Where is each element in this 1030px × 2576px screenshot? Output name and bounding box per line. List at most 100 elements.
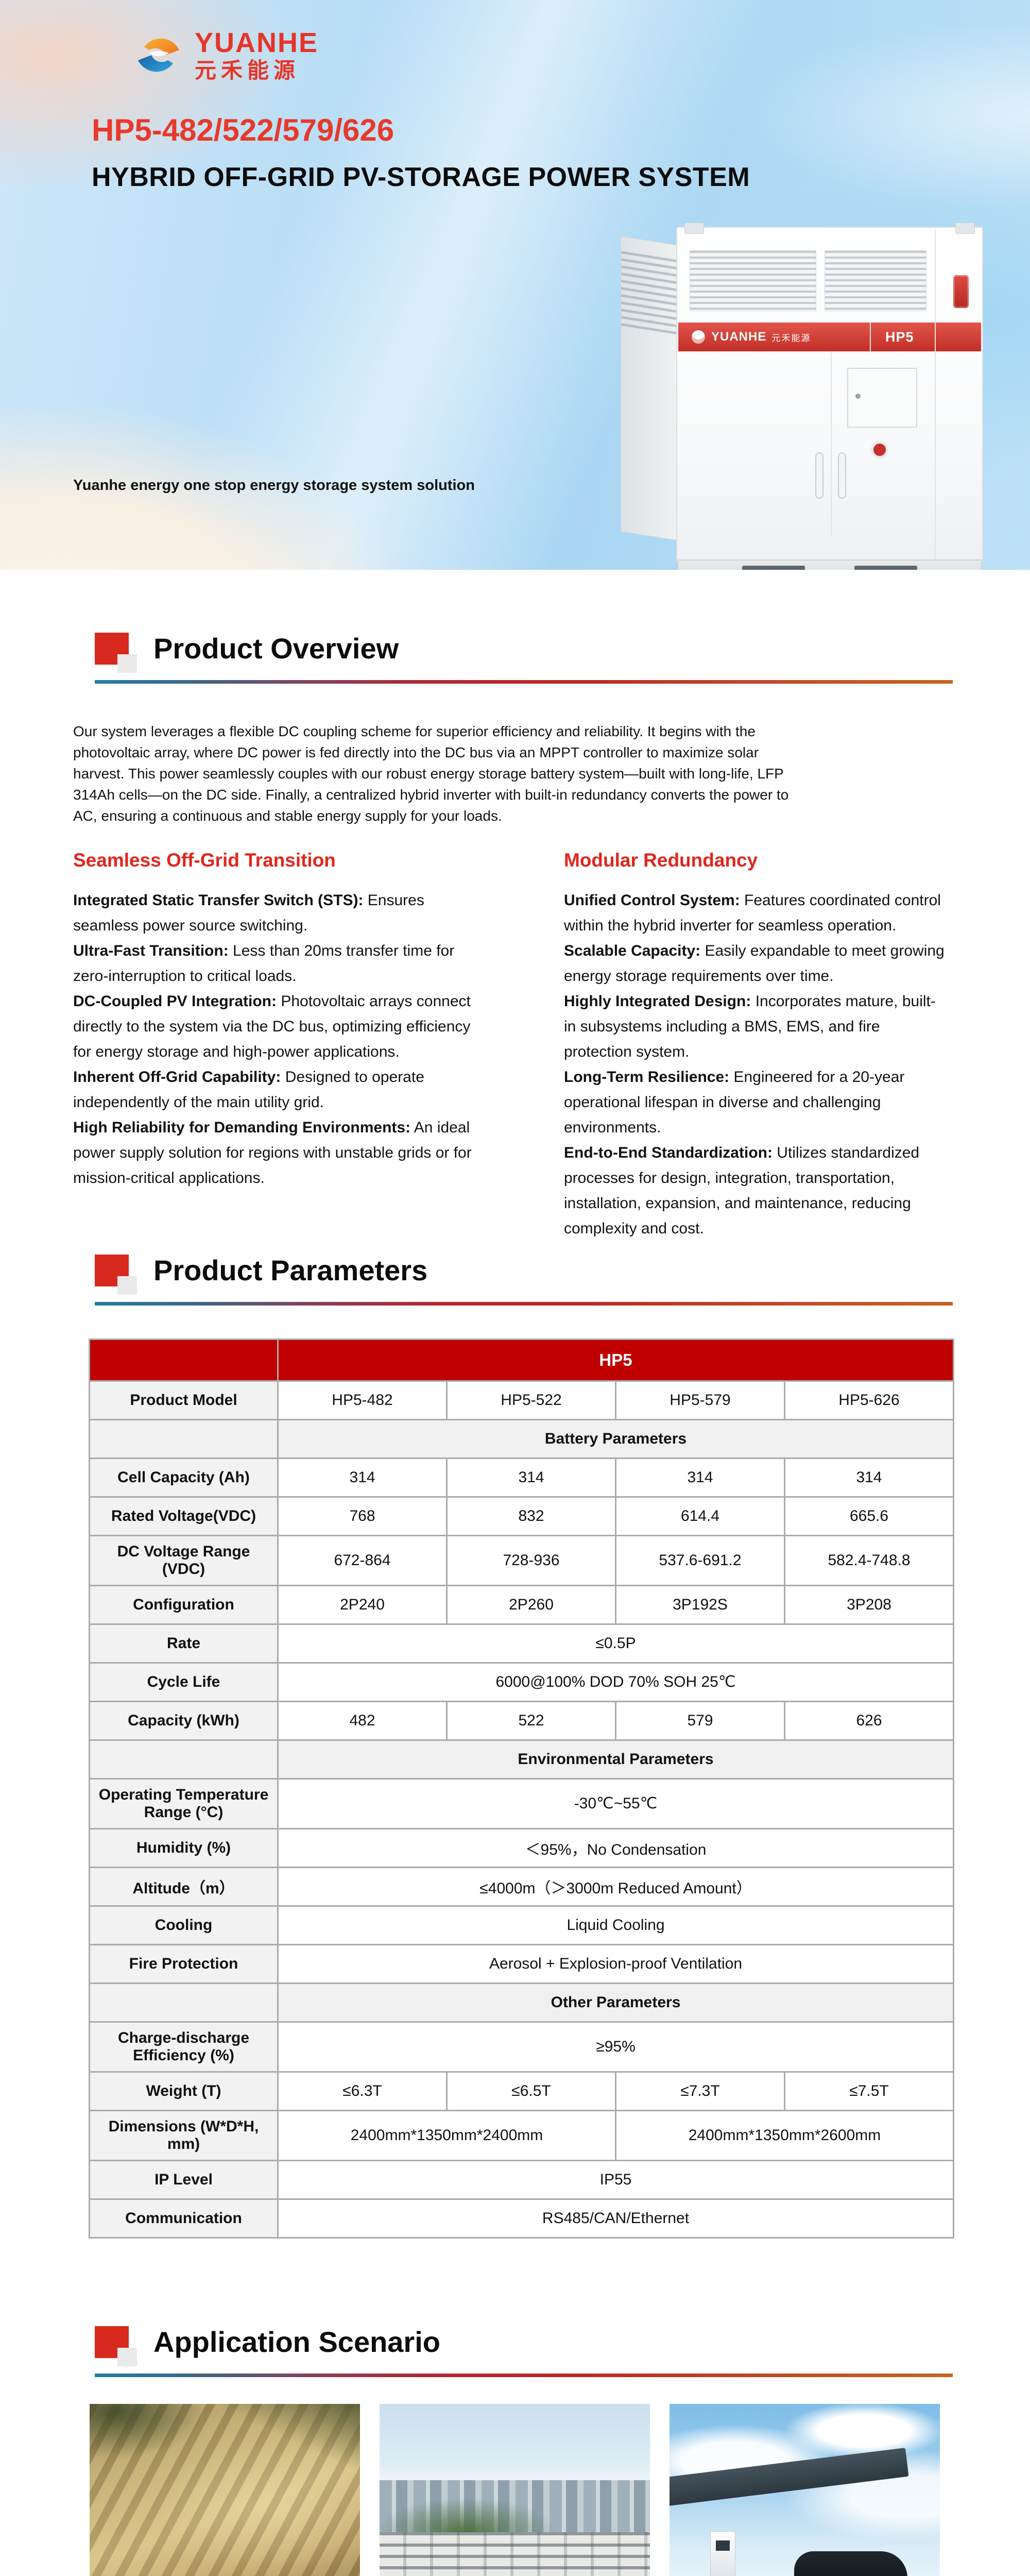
parameters-table: HP5 Product Model HP5-482 HP5-522 HP5-57… <box>89 1338 955 2239</box>
param-value-cell: 582.4-748.8 <box>783 1534 955 1586</box>
feature-text: Photovoltaic arrays connect directly to … <box>73 992 471 1060</box>
feature-item: Long-Term Resilience: Engineered for a 2… <box>564 1064 946 1140</box>
param-span-cell: -30℃~55℃ <box>277 1777 955 1829</box>
param-span-cell: IP55 <box>277 2159 955 2200</box>
param-span-cell: ≤4000m（＞3000m Reduced Amount） <box>277 1866 955 1907</box>
param-value-cell: HP5-626 <box>783 1380 955 1420</box>
cabinet-brand-band: YUANHE 元禾能源 HP5 <box>678 323 981 351</box>
param-value-cell: 314 <box>277 1457 448 1498</box>
table-row: Rated Voltage(VDC) 768 832 614.4 665.6 <box>89 1496 955 1536</box>
table-row: Cooling Liquid Cooling <box>89 1905 955 1945</box>
product-title: HYBRID OFF-GRID PV-STORAGE POWER SYSTEM <box>92 162 750 192</box>
feature-label: Integrated Static Transfer Switch (STS): <box>73 891 364 909</box>
table-row: Altitude（m） ≤4000m（＞3000m Reduced Amount… <box>89 1866 955 1907</box>
table-group-header: HP5 <box>277 1338 955 1382</box>
table-row: Charge-discharge Efficiency (%) ≥95% <box>89 2021 955 2073</box>
table-row: Cycle Life 6000@100% DOD 70% SOH 25℃ <box>89 1662 955 1702</box>
scenario-card: Mines <box>90 2403 360 2576</box>
param-value-cell: 672-864 <box>277 1534 448 1586</box>
mines-image <box>90 2403 360 2576</box>
param-label-cell: Capacity (kWh) <box>89 1700 279 1741</box>
param-value-cell: 3P208 <box>783 1584 955 1625</box>
param-span-cell: ≤0.5P <box>277 1623 955 1664</box>
table-row: Dimensions (W*D*H, mm) 2400mm*1350mm*240… <box>89 2109 955 2161</box>
section-flag-icon <box>95 633 137 673</box>
feature-label: Unified Control System: <box>564 891 740 909</box>
param-span-cell: ≥95% <box>277 2021 955 2073</box>
param-value-cell: ≤6.5T <box>446 2071 616 2111</box>
param-value-cell: 2P240 <box>277 1584 448 1625</box>
param-value-cell: HP5-522 <box>446 1380 616 1420</box>
parameters-heading: Product Parameters <box>153 1253 428 1286</box>
feature-text: Engineered for a 20-year operational lif… <box>564 1068 905 1136</box>
feature-text: An ideal power supply solution for regio… <box>73 1118 472 1187</box>
cabinet-logo-dot <box>692 330 705 344</box>
yuanhe-logo: YUANHE 元禾能源 <box>133 29 318 81</box>
feature-item: Highly Integrated Design: Incorporates m… <box>564 989 946 1064</box>
param-value-cell: 614.4 <box>615 1496 785 1536</box>
param-label-cell: Fire Protection <box>89 1943 279 1984</box>
param-value-cell: 314 <box>615 1457 785 1498</box>
param-section-cell: Other Parameters <box>277 1982 955 2023</box>
product-parameters-section: Product Parameters HP5 Product Model HP5… <box>0 1253 1030 2239</box>
scenario-card: Construction <box>380 2403 650 2576</box>
logo-brand-cn: 元禾能源 <box>195 58 300 82</box>
param-value-cell: 2400mm*1350mm*2400mm <box>277 2109 616 2161</box>
overview-columns: Seamless Off-Grid Transition Integrated … <box>73 850 1030 1241</box>
feature-text: Easily expandable to meet growing energy… <box>564 942 945 985</box>
param-value-cell: 522 <box>446 1700 616 1741</box>
hero-banner: YUANHE 元禾能源 HP5-482/522/579/626 HYBRID O… <box>0 0 1030 570</box>
red-latch-handle <box>953 275 969 308</box>
param-value-cell: 626 <box>783 1700 955 1741</box>
cabinet-brand-en: YUANHE <box>711 330 767 344</box>
feature-text: Incorporates mature, built-in subsystems… <box>564 992 936 1060</box>
feature-text: Utilizes standardized processes for desi… <box>564 1144 920 1237</box>
section-flag-icon <box>95 2326 137 2366</box>
access-panel <box>847 368 917 428</box>
feature-item: Inherent Off-Grid Capability: Designed t… <box>73 1064 485 1115</box>
param-value-cell: 728-936 <box>446 1534 616 1586</box>
table-row: Capacity (kWh) 482 522 579 626 <box>89 1700 955 1741</box>
param-span-cell: Aerosol + Explosion-proof Ventilation <box>277 1943 955 1984</box>
overview-paragraph: Our system leverages a flexible DC coupl… <box>73 723 789 824</box>
column-heading: Seamless Off-Grid Transition <box>73 850 336 871</box>
param-label-cell: Altitude（m） <box>89 1866 279 1907</box>
door-handle <box>838 452 846 499</box>
gradient-rule <box>95 1301 953 1306</box>
model-title: HP5-482/522/579/626 <box>92 113 394 147</box>
table-row: Communication RS485/CAN/Ethernet <box>89 2198 955 2239</box>
product-overview-section: Product Overview Our system leverages a … <box>0 633 1030 1241</box>
column-seam <box>935 229 936 561</box>
param-value-cell: HP5-482 <box>277 1380 448 1420</box>
table-row: DC Voltage Range (VDC) 672-864 728-936 5… <box>89 1534 955 1586</box>
table-row: Operating Temperature Range (°C) -30℃~55… <box>89 1777 955 1829</box>
door-handle <box>815 452 823 499</box>
column-modular-redundancy: Modular Redundancy Unified Control Syste… <box>564 850 946 1241</box>
param-value-cell: ≤6.3T <box>277 2071 448 2111</box>
table-row: Humidity (%) ＜95%，No Condensation <box>89 1827 955 1868</box>
scenario-heading-row: Application Scenario <box>95 2325 1030 2366</box>
forklift-pocket <box>742 566 805 570</box>
feature-item: DC-Coupled PV Integration: Photovoltaic … <box>73 989 485 1064</box>
emergency-button <box>871 441 888 459</box>
param-label-cell: Rated Voltage(VDC) <box>89 1496 279 1536</box>
product-image: YUANHE 元禾能源 HP5 <box>605 223 997 570</box>
gradient-rule <box>95 2373 953 2377</box>
param-label-cell: Operating Temperature Range (°C) <box>89 1777 279 1829</box>
overview-heading: Product Overview <box>153 632 399 665</box>
vent-grille <box>825 250 926 311</box>
cabinet-side-panel <box>621 235 679 541</box>
cabinet-base <box>677 560 982 570</box>
param-label-cell: IP Level <box>89 2159 279 2200</box>
feature-item: Unified Control System: Features coordin… <box>564 888 946 938</box>
param-span-cell: ＜95%，No Condensation <box>277 1827 955 1868</box>
param-label-cell: Product Model <box>89 1380 279 1420</box>
scenario-heading: Application Scenario <box>153 2325 440 2358</box>
lifting-cap <box>684 223 704 234</box>
param-section-cell: Environmental Parameters <box>277 1739 955 1780</box>
param-value-cell: 832 <box>446 1496 616 1536</box>
cabinet-brand-cn: 元禾能源 <box>771 333 811 343</box>
feature-text: Features coordinated control within the … <box>564 891 941 934</box>
overview-heading-row: Product Overview <box>95 632 1030 673</box>
param-label-cell: Rate <box>89 1623 279 1664</box>
